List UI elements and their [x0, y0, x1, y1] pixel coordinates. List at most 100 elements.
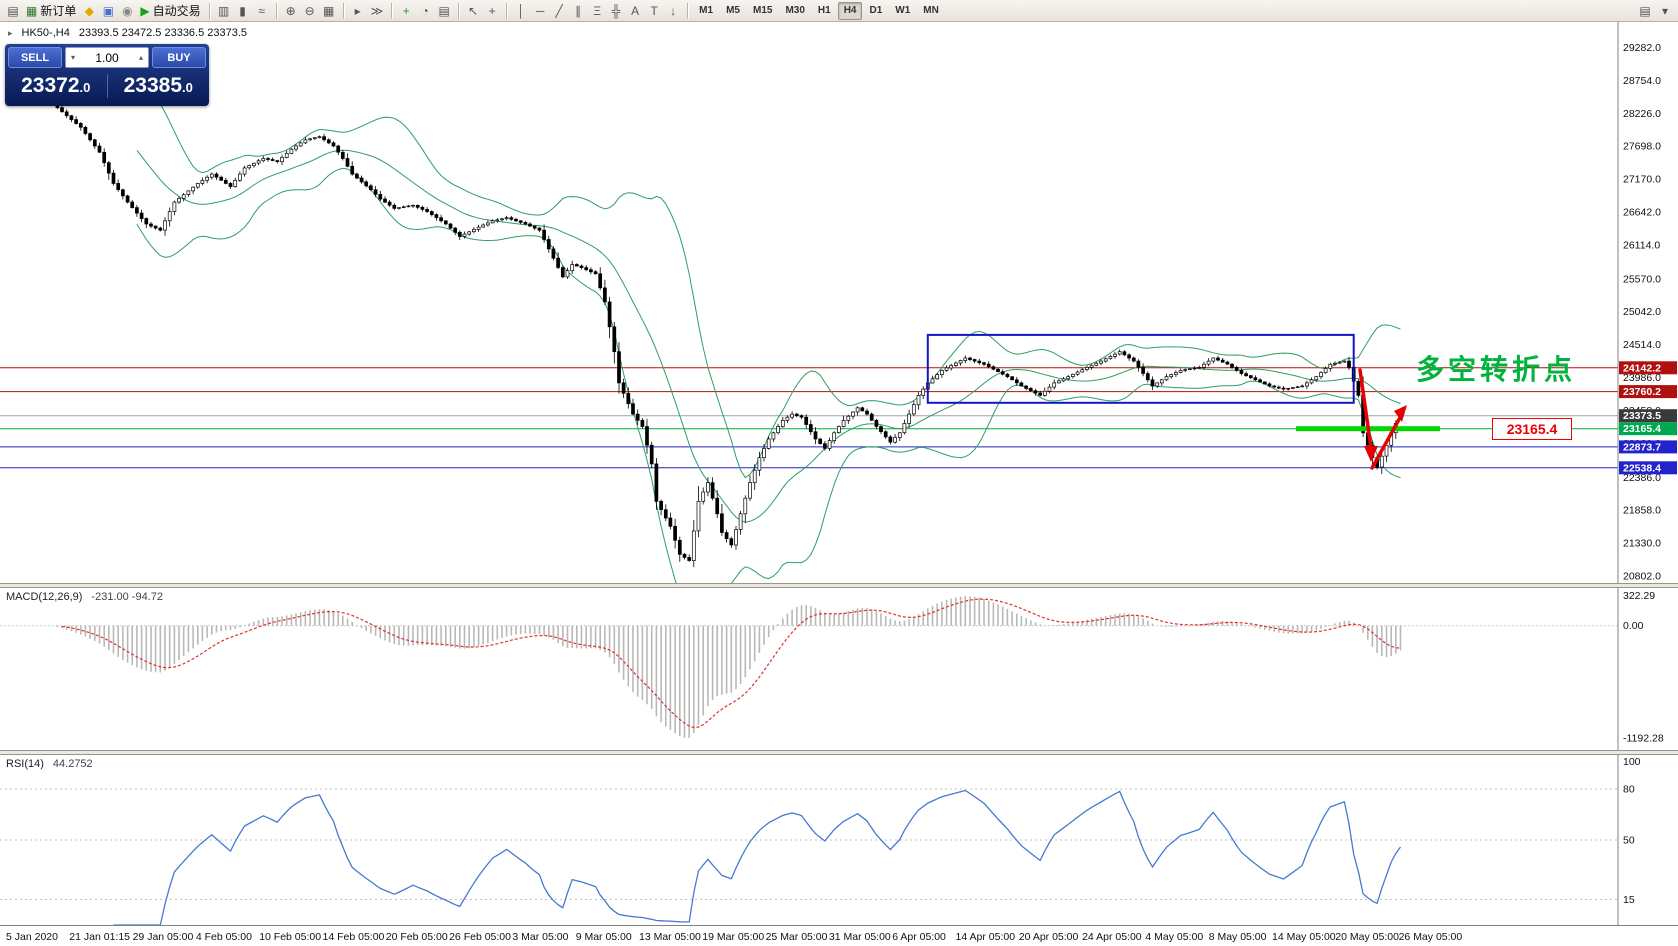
volume-decrease-button[interactable]: ▾ — [70, 53, 75, 62]
volume-increase-button[interactable]: ▴ — [138, 53, 143, 62]
trend-line-button[interactable]: ╱ — [550, 2, 568, 20]
price-chart-pane[interactable]: 29282.0 28754.0 28226.0 27698.0 27170.0 26642… — [0, 22, 1678, 583]
window-layout-button[interactable]: ▤ — [1636, 2, 1654, 20]
svg-text:26642.0: 26642.0 — [1623, 207, 1661, 219]
auto-trading-label: 自动交易 — [152, 4, 201, 18]
arrows-button[interactable]: ↓ — [664, 2, 682, 20]
bar-chart-mode-button[interactable]: ▥ — [215, 2, 233, 20]
rsi-line — [113, 789, 1402, 925]
toolbar-separator — [506, 2, 508, 19]
zoom-in-icon: ⊕ — [285, 3, 296, 18]
time-axis-label: 13 Mar 05:00 — [639, 931, 701, 943]
svg-text:80: 80 — [1623, 784, 1635, 796]
vertical-line-icon: │ — [517, 3, 525, 18]
time-axis-label: 6 Apr 05:00 — [892, 931, 946, 943]
shapes-icon: ╬ — [611, 3, 621, 18]
line-chart-mode-button[interactable]: ≈ — [253, 2, 271, 20]
zoom-out-button[interactable]: ⊖ — [301, 2, 319, 20]
svg-text:26114.0: 26114.0 — [1623, 239, 1660, 251]
panel-toggle-button[interactable]: ▾ — [1656, 2, 1674, 20]
timeframe-w1-button[interactable]: W1 — [895, 5, 911, 16]
auto-trading-button[interactable]: ▶ 自动交易 — [137, 2, 203, 20]
metaeditor-icon: ◆ — [84, 3, 94, 18]
svg-text:22386.0: 22386.0 — [1623, 472, 1661, 484]
drop-arrow — [1358, 368, 1378, 462]
fibonacci-button[interactable]: Ξ — [588, 2, 606, 20]
trend-line-icon: ╱ — [555, 3, 563, 18]
chart-canvas[interactable]: 29282.0 28754.0 28226.0 27698.0 27170.0 26642… — [0, 22, 1678, 583]
price-tag: 22538.4 — [1619, 461, 1677, 475]
price-axis[interactable]: 29282.0 28754.0 28226.0 27698.0 27170.0 26642… — [1617, 22, 1678, 583]
pane-splitter[interactable] — [0, 750, 1678, 755]
time-axis-label: 8 May 05:00 — [1208, 931, 1267, 943]
community-button[interactable]: ◉ — [118, 2, 136, 20]
market-watch-button[interactable]: ▣ — [99, 2, 117, 20]
toolbar-separator — [458, 2, 460, 19]
time-axis-label: 19 Mar 05:00 — [702, 931, 765, 943]
window-layout-icon: ▤ — [1639, 3, 1651, 18]
timeframe-m5-button[interactable]: M5 — [726, 5, 740, 16]
horizontal-line-button[interactable]: ─ — [531, 2, 549, 20]
equidistant-channel-button[interactable]: ∥ — [569, 2, 587, 20]
sell-button[interactable]: SELL — [8, 47, 62, 68]
text-label-icon: T — [650, 3, 658, 18]
shapes-button[interactable]: ╬ — [607, 2, 625, 20]
new-order-label: 新订单 — [40, 4, 77, 18]
macd-signal-line — [61, 598, 1401, 729]
bollinger-bands — [136, 76, 1401, 583]
timeframe-m15-button[interactable]: M15 — [752, 5, 773, 16]
volume-input[interactable] — [81, 50, 133, 65]
timeframe-m1-button[interactable]: M1 — [699, 5, 714, 16]
horizontal-line-icon: ─ — [535, 3, 545, 18]
price-tag: 23165.4 — [1619, 422, 1677, 436]
text-icon: A — [631, 3, 640, 18]
tile-windows-button[interactable]: ▦ — [320, 2, 338, 20]
auto-scroll-button[interactable]: ▸ — [349, 2, 367, 20]
one-click-trading-panel: SELL ▾ ▴ BUY 23372.0 23385.0 — [5, 44, 209, 106]
new-order-button[interactable]: ▦ 新订单 — [23, 2, 79, 20]
text-label-button[interactable]: T — [645, 2, 663, 20]
indicators-button[interactable]: + — [397, 2, 415, 20]
timeframe-d1-button[interactable]: D1 — [869, 5, 883, 16]
price-tag: 23760.2 — [1619, 385, 1677, 399]
price-tag: 22873.7 — [1619, 440, 1677, 454]
auto-trading-icon: ▶ — [140, 3, 150, 18]
new-chart-icon: ▤ — [7, 3, 19, 18]
crosshair-button[interactable]: + — [483, 2, 501, 20]
text-button[interactable]: A — [626, 2, 644, 20]
zoom-in-button[interactable]: ⊕ — [282, 2, 300, 20]
macd-canvas: 322.29 0.00 -1192.28 — [0, 588, 1678, 750]
svg-text:322.29: 322.29 — [1623, 590, 1655, 602]
turning-point-annotation: 多空转折点 — [1416, 354, 1577, 385]
time-axis-label: 14 Apr 05:00 — [955, 931, 1016, 943]
cursor-button[interactable]: ↖ — [464, 2, 482, 20]
time-axis-label: 26 Feb 05:00 — [449, 931, 511, 943]
crosshair-icon: + — [488, 3, 496, 18]
candle-chart-mode-button[interactable]: ▮ — [234, 2, 252, 20]
metaeditor-button[interactable]: ◆ — [80, 2, 98, 20]
macd-pane[interactable]: 322.29 0.00 -1192.28 MACD(12,26,9) -231.00… — [0, 588, 1678, 750]
svg-text:23165.4: 23165.4 — [1623, 423, 1661, 435]
timeframe-h4-button[interactable]: H4 — [837, 1, 863, 20]
price-tag: 23373.5 — [1619, 409, 1677, 423]
timeframe-m30-button[interactable]: M30 — [785, 5, 805, 16]
time-axis-label: 29 Jan 05:00 — [132, 931, 194, 943]
svg-text:100: 100 — [1623, 756, 1641, 768]
timeframe-h1-button[interactable]: H1 — [817, 5, 831, 16]
vertical-line-button[interactable]: │ — [512, 2, 530, 20]
rsi-pane[interactable]: 100 80 50 15 RSI(14) 44.2752 — [0, 755, 1678, 925]
chart-shift-button[interactable]: ≫ — [368, 2, 387, 20]
candle-chart-mode-icon: ▮ — [239, 3, 246, 18]
macd-histogram — [56, 596, 1402, 738]
buy-button[interactable]: BUY — [152, 47, 206, 68]
periods-button[interactable]: ◔ — [416, 2, 434, 20]
toolbar-separator — [208, 2, 210, 19]
time-axis[interactable]: 5 Jan 2020 21 Jan 01:15 29 Jan 05:00 4 Feb … — [0, 925, 1678, 946]
new-chart-button[interactable]: ▤ — [4, 2, 22, 20]
templates-button[interactable]: ▤ — [435, 2, 453, 20]
timeframe-mn-button[interactable]: MN — [923, 5, 939, 16]
pane-splitter[interactable] — [0, 583, 1678, 588]
indicators-icon: + — [402, 3, 410, 18]
time-axis-label: 20 Apr 05:00 — [1018, 931, 1079, 943]
